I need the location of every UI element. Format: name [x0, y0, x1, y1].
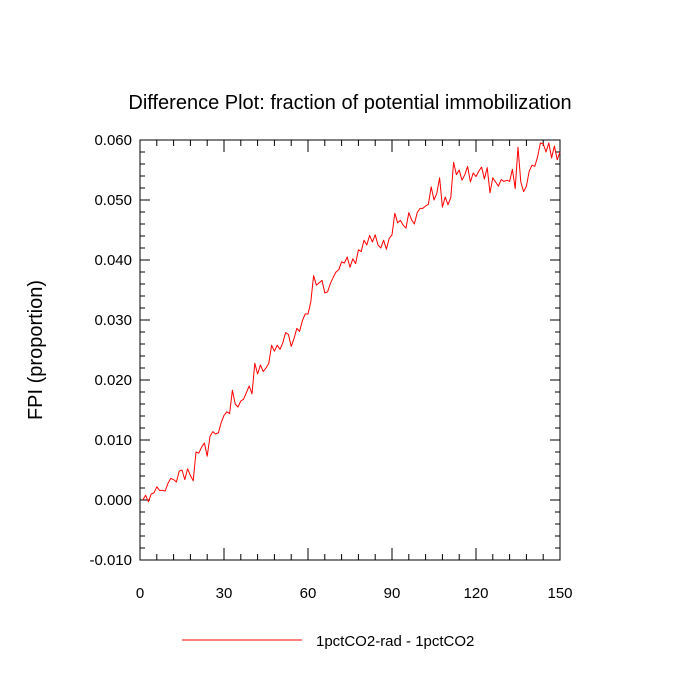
plot-frame	[139, 139, 561, 561]
series-line-1	[142, 142, 561, 503]
y-tick-label: 0.000	[94, 492, 132, 509]
series-layer	[142, 142, 561, 503]
legend-label-1: 1pctCO2-rad - 1pctCO2	[316, 633, 474, 650]
x-tick-label: 150	[547, 585, 572, 602]
x-tick-label: 90	[384, 585, 401, 602]
y-tick-label: 0.030	[94, 312, 132, 329]
y-tick-label: 0.060	[94, 132, 132, 149]
chart-title: Difference Plot: fraction of potential i…	[128, 92, 571, 114]
x-tick-label: 60	[300, 585, 317, 602]
y-tick-label: 0.020	[94, 372, 132, 389]
x-tick-label: 120	[463, 585, 488, 602]
y-tick-label: 0.010	[94, 432, 132, 449]
x-tick-label: 30	[216, 585, 233, 602]
y-tick-label: -0.010	[89, 552, 132, 569]
legend: 1pctCO2-rad - 1pctCO2	[182, 633, 474, 650]
tick-labels: 0 30 60 90 120 150 -0.010 0.000 0.010 0.020 0.030 0…	[89, 132, 572, 602]
axis-ticks	[139, 139, 561, 561]
x-tick-label: 0	[136, 585, 144, 602]
y-tick-label: 0.040	[94, 252, 132, 269]
y-tick-label: 0.050	[94, 192, 132, 209]
y-axis-label: FPI (proportion)	[25, 280, 47, 420]
